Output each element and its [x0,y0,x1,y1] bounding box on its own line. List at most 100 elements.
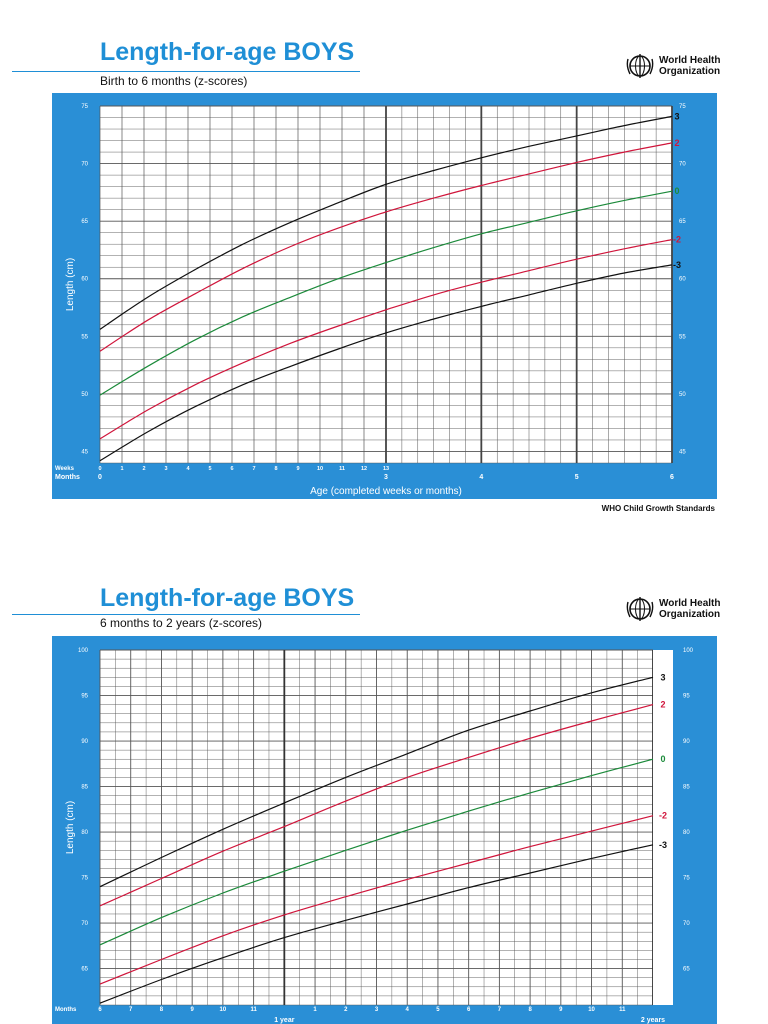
chart2-ytick-left: 90 [81,739,88,745]
chart2-title: Length-for-age BOYS [100,584,355,612]
chart2-month-tick: 11 [619,1007,626,1013]
chart1-who-logo: World Health Organization [626,53,720,79]
chart2-ytick-left: 85 [81,785,88,791]
chart1-week-tick: 6 [230,466,233,472]
chart1-footer: WHO Child Growth Standards [601,504,715,513]
chart1-week-tick: 8 [274,466,277,472]
chart2-ytick-left: 80 [81,830,88,836]
chart1-month-tick: 6 [670,474,674,481]
chart1-subtitle: Birth to 6 months (z-scores) [100,74,248,88]
chart1-ytick-left: 65 [81,219,88,225]
who-emblem-icon [626,597,654,621]
chart2-ytick-left: 75 [81,876,88,882]
chart1-ytick-right: 65 [679,219,686,225]
chart2-ytick-left: 65 [81,967,88,973]
chart2-series-label-z0: 0 [660,754,665,764]
chart2-month-tick: 1 [313,1007,317,1013]
chart1-month-tick: 5 [575,474,579,481]
chart2-ytick-left: 70 [81,921,88,927]
chart2-month-tick: 4 [406,1007,410,1013]
chart2-month-tick: 10 [220,1007,227,1013]
chart1-yaxis-label: Length (cm) [65,258,76,311]
chart1-month-tick: 3 [384,474,388,481]
chart1-week-tick: 3 [164,466,167,472]
chart2-month-tick: 9 [190,1007,194,1013]
chart1-ytick-right: 60 [679,277,686,283]
chart2-who-logo: World Health Organization [626,596,720,622]
chart2-yaxis-label: Length (cm) [65,801,76,854]
chart2-month-tick: 2 [344,1007,348,1013]
chart1-xaxis-label: Age (completed weeks or months) [310,486,462,497]
chart1-ytick-right: 50 [679,392,686,398]
chart2-series-line-z-3 [99,844,654,1004]
chart2-label-column [653,650,673,1005]
chart1-week-tick: 5 [208,466,211,472]
chart1-ytick-left: 60 [81,277,88,283]
chart2-month-tick: 5 [436,1007,440,1013]
chart1-week-tick: 10 [317,466,323,472]
who-org-line1: World Health [659,55,721,66]
chart2-ytick-right: 90 [683,739,690,745]
who-emblem-icon [626,54,654,78]
chart1-week-tick: 11 [339,466,345,472]
chart2-series-line-z2 [99,704,654,907]
chart1-week-tick: 13 [383,466,389,472]
chart2-series-label-z2: 2 [660,700,665,710]
chart1-series-line-z-3 [99,264,673,462]
chart2-month-tick: 6 [98,1007,102,1013]
chart2-ytick-right: 70 [683,921,690,927]
chart1-series-label-z-2: -2 [673,235,681,245]
chart1-months-row-label: Months [55,474,80,481]
who-org-line2: Organization [659,66,721,77]
chart1-title: Length-for-age BOYS [100,38,355,66]
chart2-year-label: 2 years [641,1017,665,1024]
chart2-month-tick: 10 [588,1007,595,1013]
chart1-ytick-left: 45 [81,449,88,455]
chart1-weeks-row-label: Weeks [55,466,75,472]
chart1-title-rule [12,71,360,72]
chart2-title-rule [12,614,360,615]
chart2-ytick-left: 95 [81,694,88,700]
chart2-series-label-z-3: -3 [659,840,667,850]
chart2-series-line-z-2 [99,815,654,985]
chart1-week-tick: 1 [120,466,123,472]
chart1-series-label-z0: 0 [674,186,679,196]
chart2-month-tick: 7 [498,1007,502,1013]
chart1-week-tick: 9 [296,466,299,472]
chart1-ytick-left: 70 [81,162,88,168]
chart2-ytick-left: 100 [78,648,89,654]
chart1-month-tick: 0 [98,474,102,481]
chart1-week-tick: 7 [252,466,255,472]
chart2-series-label-z-2: -2 [659,811,667,821]
chart2-ytick-right: 75 [683,876,690,882]
chart1-ytick-right: 70 [679,162,686,168]
chart1-month-tick: 4 [479,474,483,481]
chart2-ytick-right: 95 [683,694,690,700]
chart2-ytick-right: 85 [683,785,690,791]
who-org-line1: World Health [659,598,721,609]
chart2-month-tick: 3 [375,1007,379,1013]
chart2-month-tick: 6 [467,1007,471,1013]
chart1-series-label-z3: 3 [674,111,679,121]
chart1-series-line-z3 [99,115,673,330]
chart1-week-tick: 4 [186,466,190,472]
chart1-week-tick: 2 [142,466,145,472]
chart1-ytick-right: 75 [679,104,686,110]
chart2-year-label: 1 year [274,1017,295,1024]
chart2-series-label-z3: 3 [660,672,665,682]
chart1-series-label-z2: 2 [674,138,679,148]
chart1-ytick-left: 55 [81,334,88,340]
chart1-ytick-right: 55 [679,334,686,340]
chart1-ytick-left: 50 [81,392,88,398]
chart2-ytick-right: 100 [683,648,694,654]
chart2-months-row-label: Months [55,1007,77,1013]
chart2-series-line-z0 [99,758,654,946]
chart1-week-tick: 0 [98,466,101,472]
chart2-ytick-right: 65 [683,967,690,973]
chart1-week-tick: 12 [361,466,367,472]
chart1-ytick-right: 45 [679,449,686,455]
chart2-month-tick: 8 [160,1007,164,1013]
chart2-month-tick: 8 [528,1007,532,1013]
